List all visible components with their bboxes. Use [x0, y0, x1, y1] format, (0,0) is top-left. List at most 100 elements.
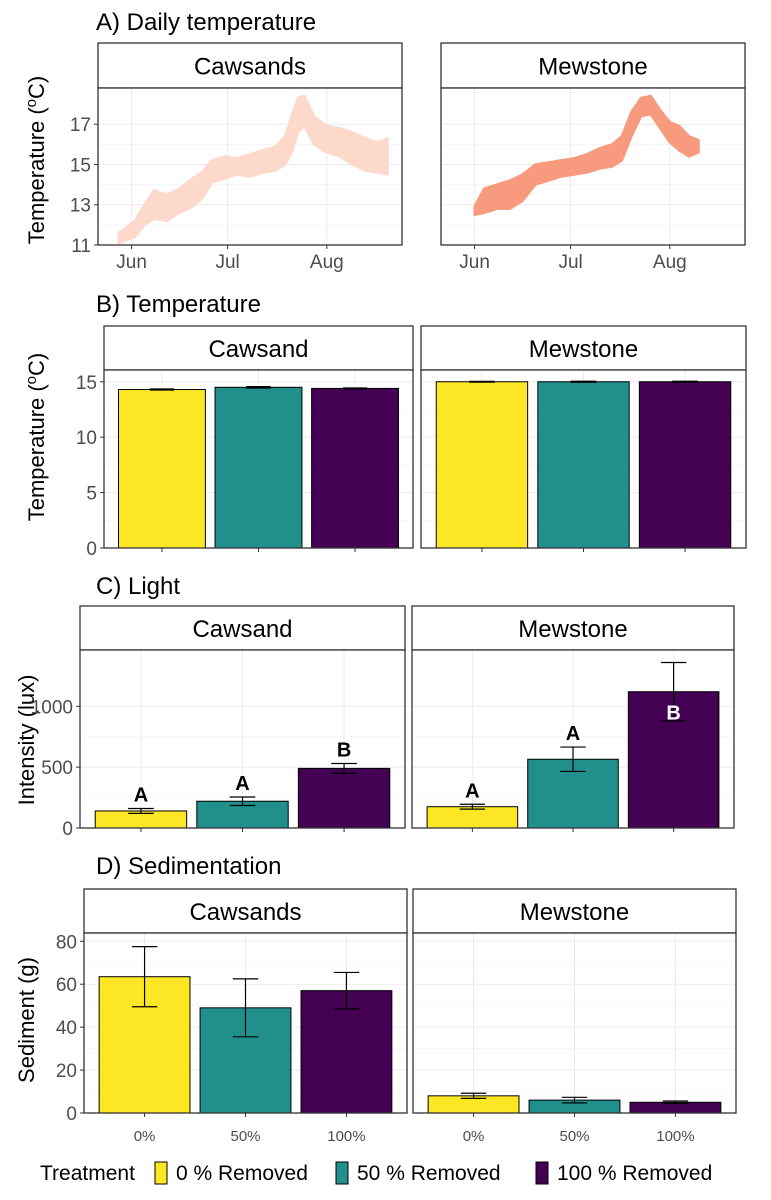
significance-label: A — [134, 785, 148, 807]
legend-swatch — [535, 1161, 549, 1185]
facet-strip-label: Cawsand — [208, 336, 308, 363]
legend-label: 50 % Removed — [357, 1162, 501, 1185]
x-tick-label: Aug — [653, 252, 687, 273]
bar — [311, 387, 400, 549]
facet-strip — [103, 325, 414, 371]
plot-border — [440, 87, 746, 246]
plot-border — [411, 649, 735, 829]
y-axis-label: Temperature (oC) — [23, 76, 49, 245]
x-tick-label: 100% — [656, 1128, 694, 1145]
panel-title: C) Light — [96, 573, 180, 600]
y-tick-label: 15 — [70, 155, 91, 176]
y-tick-label: 17 — [70, 115, 91, 136]
y-axis-label: Intensity (lux) — [14, 675, 39, 806]
bar — [214, 386, 303, 549]
series-band — [473, 94, 700, 217]
y-tick-label: 15 — [76, 373, 97, 394]
plot-border — [103, 369, 414, 549]
y-tick-label: 20 — [56, 1061, 77, 1082]
plot-border — [97, 87, 403, 246]
panel-2: B) Temperature Temperature (oC) Cawsand 0 5 1… — [23, 291, 747, 560]
y-tick-label: 11 — [71, 236, 91, 257]
x-tick-label: Jun — [459, 252, 490, 273]
series-band — [117, 94, 389, 245]
bar — [435, 381, 529, 549]
x-tick-label: 0% — [463, 1128, 485, 1145]
facet-cawsands: Cawsands 0% 50% 100% 0 20 40 60 80 — [56, 888, 408, 1145]
facet-strip — [411, 605, 735, 651]
facet-strip-label: Cawsands — [189, 899, 301, 926]
x-tick-label: Aug — [310, 252, 344, 273]
bar — [297, 767, 391, 829]
y-tick-label: 10 — [76, 428, 97, 449]
facet-strip-label: Cawsands — [194, 54, 306, 81]
y-axis-label: Temperature (oC) — [23, 353, 49, 522]
facet-strip — [79, 605, 406, 651]
y-tick-label: 0 — [62, 819, 73, 840]
bar — [426, 806, 519, 829]
y-tick-label: 0 — [66, 1104, 77, 1125]
legend-entry: 100 % Removed — [535, 1161, 712, 1185]
y-tick-label: 0 — [86, 539, 97, 560]
significance-label: B — [666, 703, 680, 725]
facet-mewstone: Mewstone Jun Jul Aug — [440, 42, 746, 273]
significance-label: B — [337, 740, 351, 762]
panel-title: B) Temperature — [96, 291, 261, 318]
x-tick-label: 100% — [327, 1128, 365, 1145]
legend-swatch — [335, 1161, 349, 1185]
panel-3: C) Light Intensity (lux) Cawsand A A B 0 500 100… — [14, 573, 735, 840]
y-tick-label: 1000 — [31, 697, 73, 718]
facet-strip — [97, 42, 403, 89]
y-axis-label: Sediment (g) — [14, 957, 39, 1083]
bar — [117, 389, 206, 549]
legend: Treatment 0 % Removed 50 % Removed 100 % Re… — [40, 1161, 712, 1185]
significance-label: A — [465, 780, 479, 802]
legend-entry: 0 % Removed — [154, 1161, 308, 1185]
y-tick-label: 5 — [86, 484, 97, 505]
y-tick-label: 500 — [41, 758, 73, 779]
y-tick-label: 60 — [56, 975, 77, 996]
plot-border — [83, 932, 408, 1114]
x-tick-label: 0% — [134, 1128, 156, 1145]
legend-label: 100 % Removed — [557, 1162, 712, 1185]
x-tick-label: Jul — [215, 252, 239, 273]
legend-label: 0 % Removed — [176, 1162, 308, 1185]
plot-border — [420, 369, 747, 549]
facet-strip-label: Mewstone — [520, 899, 629, 926]
panel-1: A) Daily temperature Temperature (oC) Caws… — [23, 9, 746, 273]
facet-mewstone: Mewstone 0% 50% 100% — [412, 888, 737, 1145]
facet-strip — [420, 325, 747, 371]
y-tick-label: 40 — [56, 1018, 77, 1039]
x-tick-label: 50% — [559, 1128, 589, 1145]
bar — [300, 990, 393, 1114]
legend-swatch — [154, 1161, 168, 1185]
legend-entry: 50 % Removed — [335, 1161, 501, 1185]
facet-strip-label: Mewstone — [529, 336, 638, 363]
facet-strip-label: Mewstone — [518, 616, 627, 643]
facet-mewstone: Mewstone — [420, 325, 747, 552]
facet-strip-label: Mewstone — [538, 54, 647, 81]
y-tick-label: 80 — [56, 932, 77, 953]
x-tick-label: Jun — [116, 252, 147, 273]
facet-cawsand: Cawsand A A B 0 500 1000 — [31, 605, 406, 840]
plot-border — [412, 932, 737, 1114]
x-tick-label: Jul — [558, 252, 582, 273]
facet-mewstone: Mewstone A A B — [411, 605, 735, 832]
panel-4: D) Sedimentation Sediment (g) Cawsands 0% 50… — [14, 853, 737, 1145]
legend-title: Treatment — [40, 1162, 135, 1185]
significance-label: A — [235, 773, 249, 795]
facet-cawsands: Cawsands Jun Jul Aug 11 13 15 17 — [70, 42, 403, 273]
facet-strip — [440, 42, 746, 89]
panel-title: A) Daily temperature — [96, 9, 316, 36]
panel-title: D) Sedimentation — [96, 853, 281, 880]
facet-strip — [412, 888, 737, 934]
x-tick-label: 50% — [230, 1128, 260, 1145]
significance-label: A — [566, 723, 580, 745]
bar — [638, 381, 732, 549]
bar — [537, 381, 630, 549]
y-tick-label: 13 — [70, 196, 91, 217]
facet-strip-label: Cawsand — [192, 616, 292, 643]
plot-border — [79, 649, 406, 829]
facet-cawsand: Cawsand 0 5 10 15 — [76, 325, 414, 560]
